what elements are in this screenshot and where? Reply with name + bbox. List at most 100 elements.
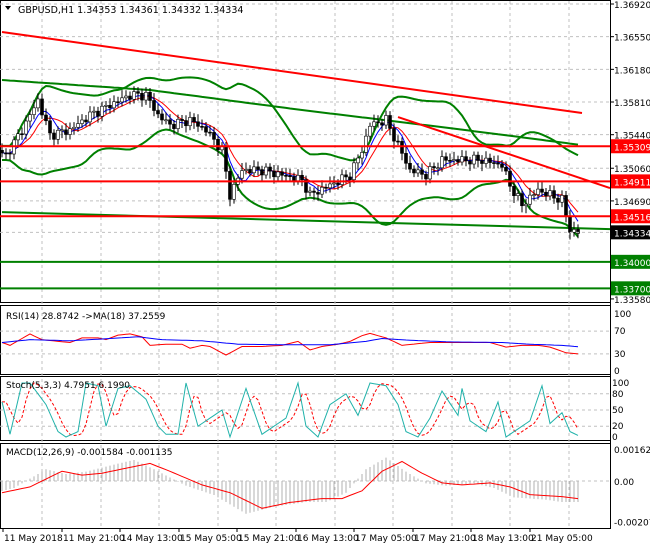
candle-bull [164,119,168,122]
rsi-tick: 70 [614,327,626,337]
candle-bear [84,119,88,123]
stoch-tick: 80 [612,390,624,400]
candle-bear [556,197,560,203]
macd-tick: -0.002079 [614,519,650,529]
candle-bull [384,115,388,126]
candle-bull [56,129,60,140]
candle-bull [320,186,324,195]
candle-bear [412,168,416,174]
candle-bear [476,154,480,161]
candle-bull [484,157,488,164]
rsi-tick: 0 [614,367,620,377]
candle-bull [28,114,32,122]
time-label: 18 May 13:00 [472,534,534,544]
level-label: 1.34000 [614,259,650,269]
candle-bull [372,121,376,127]
candle-bear [444,156,448,161]
candle-bull [524,203,528,207]
time-label: 11 May 21:00 [63,534,125,544]
candle-bear [564,195,568,217]
price-label: 1.35060 [614,165,650,175]
stoch-tick: 100 [612,379,629,389]
stoch-signal-line [2,382,579,437]
candle-bull [516,193,520,196]
candle-bull [264,166,268,176]
time-label: 16 May 13:00 [297,534,359,544]
candle-bull [92,110,96,113]
candle-bear [316,192,320,195]
candle-bear [172,123,176,129]
candle-bull [32,107,36,115]
dropdown-triangle-icon[interactable] [5,6,11,10]
candle-bull [104,105,108,107]
candle-bear [288,175,292,178]
candle-bear [44,114,48,122]
candle-bear [396,140,400,143]
bollinger-upper [2,76,579,162]
candle-bear [52,132,56,140]
price-label: 1.36180 [614,66,650,76]
rsi-ma-line [1,336,579,348]
candle-bear [432,166,436,169]
candle-bear [280,171,284,176]
candle-bear [268,166,272,172]
candle-bear [48,120,52,134]
candle-bear [420,169,424,175]
candle-bear [108,105,112,109]
candle-bear [520,193,524,207]
candle-bull [360,152,364,159]
candle-bear [552,190,556,199]
rsi-tick: 30 [614,350,626,360]
candle-bear [512,185,516,196]
candle-bear [392,128,396,142]
candle-bear [488,157,492,163]
candle-bear [200,126,204,128]
stoch-tick: 20 [612,422,624,432]
candle-bull [536,188,540,195]
candle-bull [88,111,92,123]
candle-bull [16,133,20,141]
candle-bear [8,152,12,155]
candle-bear [212,132,216,140]
candle-bear [136,91,140,94]
candle-bear [540,188,544,193]
candle-bear [408,162,412,170]
candle-bear [568,215,572,233]
level-label-box [611,254,650,269]
candle-bear [388,115,392,129]
level-label: 1.34334 [614,229,650,239]
candle-bear [208,131,212,134]
time-label: 15 May 05:00 [180,534,242,544]
rsi-label: RSI(14) 28.8742 ->MA(18) 37.2559 [6,312,166,322]
candle-bear [544,191,548,197]
candle-bear [272,170,276,178]
stoch-main-line [1,381,579,439]
stoch-tick: 50 [612,406,624,416]
stoch-tick: 0 [612,433,618,443]
candle-bear [0,150,4,154]
candle-bull [460,156,464,163]
candle-bear [184,120,188,127]
candle-bull [76,123,80,128]
candle-bull [436,167,440,170]
level-label-box [611,209,650,224]
candle-bull [352,162,356,181]
candle-bull [532,194,536,196]
level-label-box [611,174,650,189]
stoch-label: Stoch(5,3,3) 4.7951 6.1990 [6,381,130,391]
rsi-tick: 100 [614,310,631,320]
candle-bull [68,128,72,135]
candle-bull [144,92,148,101]
candle-bull [548,190,552,197]
candle-bear [480,160,484,164]
candle-bear [448,159,452,162]
candle-bear [260,169,264,176]
candle-bull [176,119,180,129]
level-label: 1.34911 [614,178,650,188]
candle-bear [336,182,340,185]
candle-bear [312,190,316,193]
candle-bear [156,110,160,115]
candle-bear [168,119,172,125]
candle-bull [36,98,40,109]
